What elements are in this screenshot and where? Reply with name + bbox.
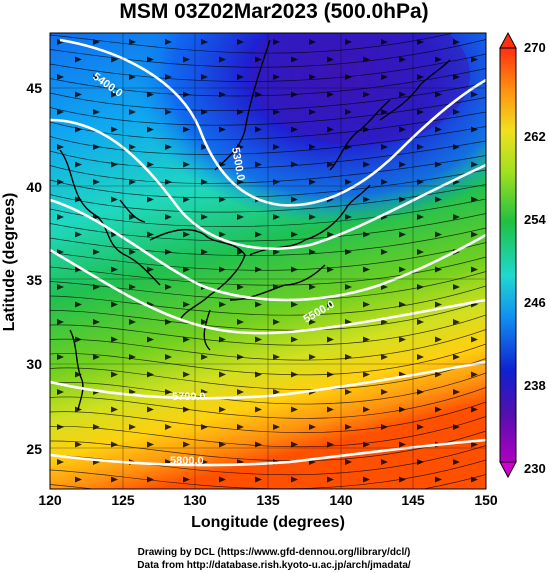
colorbar-label: 246	[524, 295, 546, 310]
colorbar-label: 254	[524, 212, 546, 227]
height-contours	[50, 38, 486, 467]
x-tick-label: 150	[474, 492, 498, 508]
x-tick-label: 135	[256, 492, 280, 508]
colorbar-min-arrow	[499, 461, 517, 479]
colorbar-label: 230	[524, 461, 546, 476]
x-tick-label: 145	[401, 492, 425, 508]
credit-data: Data from http://database.rish.kyoto-u.a…	[137, 560, 411, 571]
map-plot-area	[50, 33, 486, 489]
x-axis: 120 125 130 135 140 145 150 Longitude (d…	[38, 492, 498, 531]
x-tick-label: 125	[111, 492, 135, 508]
y-axis: 25 30 35 40 45 Latitude (degrees)	[1, 80, 42, 457]
y-tick-label: 45	[26, 80, 42, 96]
colorbar-max-arrow	[499, 31, 517, 49]
contour-label-5800: 5800.0	[170, 455, 204, 467]
y-tick-label: 35	[26, 272, 42, 288]
y-axis-label: Latitude (degrees)	[1, 193, 18, 332]
colorbar-label: 270	[524, 40, 546, 55]
grid-lines	[50, 33, 486, 489]
y-tick-label: 30	[26, 356, 42, 372]
map-title: MSM 03Z02Mar2023 (500.0hPa)	[119, 0, 429, 23]
credit-drawing: Drawing by DCL (https://www.gfd-dennou.o…	[137, 547, 411, 558]
y-tick-label: 40	[26, 179, 42, 195]
colorbar-label: 262	[524, 129, 546, 144]
colorbar-label: 238	[524, 378, 546, 393]
contour-label-5300: 5300.0	[229, 146, 247, 181]
x-tick-label: 140	[329, 492, 353, 508]
colorbar: 230 238 246 254 262 270	[499, 31, 546, 479]
y-tick-label: 25	[26, 441, 42, 457]
x-axis-label: Longitude (degrees)	[191, 514, 345, 531]
x-tick-label: 130	[183, 492, 207, 508]
plot-frame	[49, 32, 487, 490]
contour-label-5700: 5700.0	[172, 391, 206, 403]
x-tick-label: 120	[38, 492, 62, 508]
